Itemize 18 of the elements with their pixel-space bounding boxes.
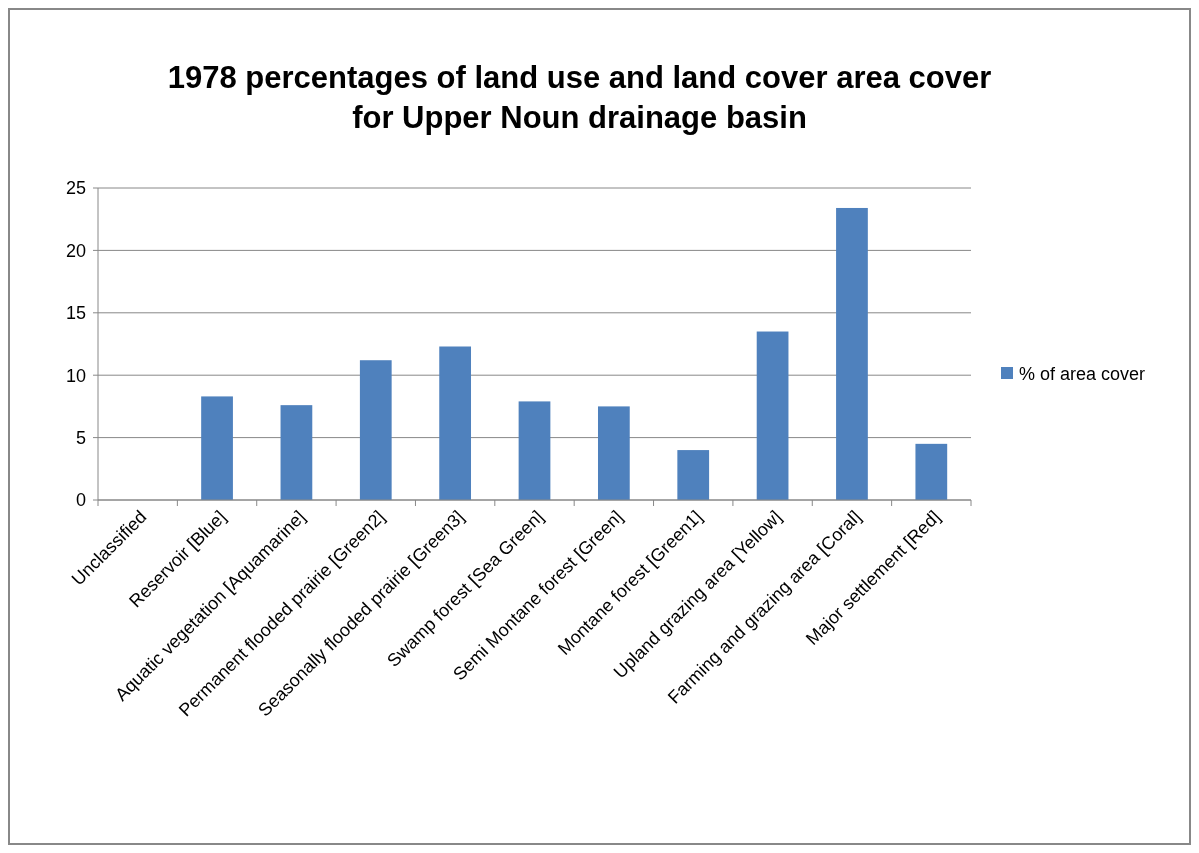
bar xyxy=(915,443,948,500)
bar xyxy=(280,405,313,500)
y-tick-label: 5 xyxy=(75,427,86,448)
bar xyxy=(201,396,233,500)
bar xyxy=(597,406,630,500)
bar xyxy=(359,360,392,500)
y-tick-label: 25 xyxy=(65,178,86,199)
bar xyxy=(439,346,472,500)
bar xyxy=(836,207,868,500)
y-tick-label: 15 xyxy=(65,303,86,324)
legend-label: % of area cover xyxy=(1019,364,1146,385)
y-tick-label: 10 xyxy=(65,365,86,386)
bar xyxy=(677,450,710,500)
bar xyxy=(756,331,789,500)
bar xyxy=(518,401,551,500)
chart-title: 1978 percentages of land use and land cover area cover for Upper Noun drainage basin xyxy=(167,60,992,135)
y-tick-label: 20 xyxy=(65,240,86,261)
y-tick-label: 0 xyxy=(75,490,86,511)
